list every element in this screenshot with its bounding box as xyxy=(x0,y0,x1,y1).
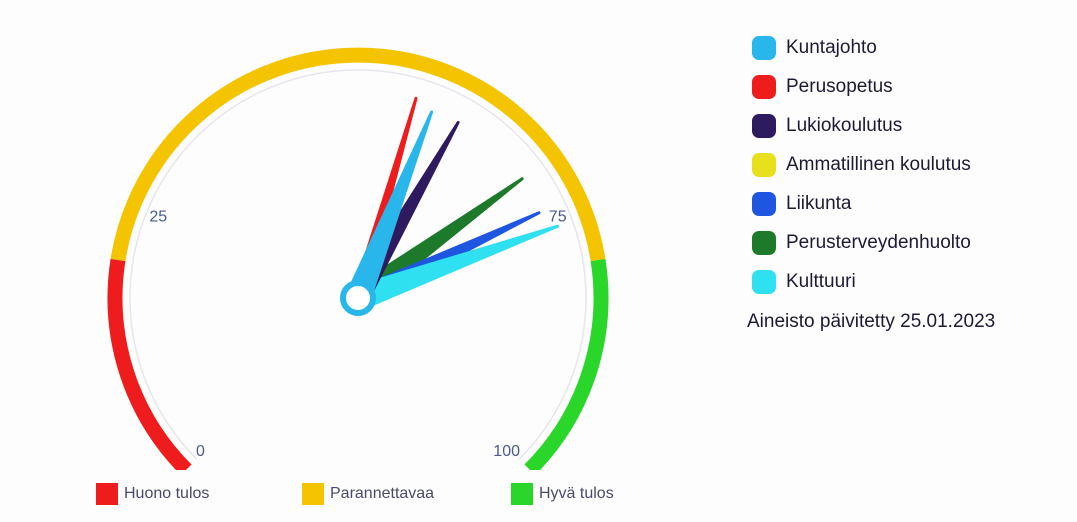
band-legend: Huono tulos Parannettavaa Hyvä tulos xyxy=(96,483,614,505)
series-legend: Kuntajohto Perusopetus Lukiokoulutus Amm… xyxy=(752,28,971,301)
legend-item[interactable]: Kulttuuri xyxy=(752,262,971,301)
legend-swatch xyxy=(752,152,776,177)
tick-label: 0 xyxy=(196,443,205,460)
band-swatch xyxy=(96,483,118,505)
band-label: Hyvä tulos xyxy=(539,485,614,502)
tick-label: 100 xyxy=(493,443,520,460)
legend-item[interactable]: Lukiokoulutus xyxy=(752,106,971,145)
band-swatch xyxy=(511,483,533,505)
gauge-pivot xyxy=(340,280,376,316)
legend-swatch xyxy=(752,35,776,60)
legend-label: Liikunta xyxy=(786,192,852,214)
legend-label: Ammatillinen koulutus xyxy=(786,153,971,175)
legend-label: Perusopetus xyxy=(786,75,893,97)
legend-swatch xyxy=(752,113,776,138)
legend-swatch xyxy=(752,74,776,99)
band-swatch xyxy=(302,483,324,505)
legend-item[interactable]: Perusopetus xyxy=(752,67,971,106)
data-updated-note: Aineisto päivitetty 25.01.2023 xyxy=(747,311,996,332)
band-legend-item[interactable]: Hyvä tulos xyxy=(511,483,614,505)
legend-item[interactable]: Liikunta xyxy=(752,184,971,223)
legend-label: Perusterveydenhuolto xyxy=(786,231,971,253)
gauge-band xyxy=(110,47,606,262)
legend-label: Lukiokoulutus xyxy=(786,114,903,136)
band-legend-item[interactable]: Huono tulos xyxy=(96,483,302,505)
legend-item[interactable]: Kuntajohto xyxy=(752,28,971,67)
legend-swatch xyxy=(752,230,776,255)
gauge-chart: 0 25 75 100 xyxy=(107,47,609,470)
band-label: Parannettavaa xyxy=(330,485,435,502)
legend-item[interactable]: Perusterveydenhuolto xyxy=(752,223,971,262)
gauge-guide-arc xyxy=(129,69,587,460)
legend-label: Kulttuuri xyxy=(786,270,856,292)
gauge-band xyxy=(524,258,609,470)
tick-label: 25 xyxy=(149,209,167,226)
legend-label: Kuntajohto xyxy=(786,36,877,58)
band-label: Huono tulos xyxy=(124,485,210,502)
band-legend-item[interactable]: Parannettavaa xyxy=(302,483,511,505)
legend-swatch xyxy=(752,191,776,216)
tick-label: 75 xyxy=(549,209,567,226)
legend-swatch xyxy=(752,269,776,294)
gauge-band xyxy=(107,258,192,470)
legend-item[interactable]: Ammatillinen koulutus xyxy=(752,145,971,184)
